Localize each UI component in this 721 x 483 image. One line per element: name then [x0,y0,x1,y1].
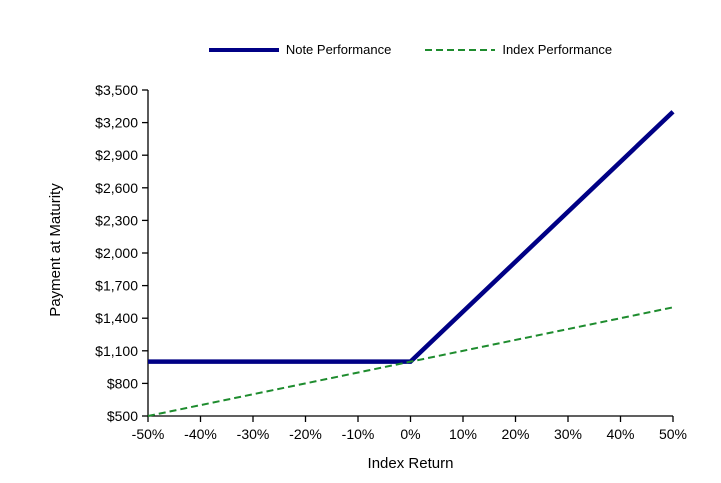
y-tick-label: $2,600 [95,180,138,196]
x-tick-label: -30% [237,426,270,442]
index-performance-line [147,306,674,417]
solid-line-swatch-icon [208,47,279,52]
y-tick-label: $2,300 [95,212,138,228]
y-tick-label: $1,400 [95,310,138,326]
legend-label-note-performance: Note Performance [285,42,392,57]
y-tick-label: $2,000 [95,245,138,261]
y-tick-label: $1,700 [95,278,138,294]
y-axis-title: Payment at Maturity [47,183,64,317]
legend-label-index-performance: Index Performance [502,42,613,57]
x-tick-label: 40% [606,426,634,442]
x-tick-label: 30% [554,426,582,442]
x-tick-label: 0% [400,426,420,442]
legend-item-index-performance: Index Performance [425,42,612,57]
x-tick-label: -20% [289,426,322,442]
x-tick-label: 20% [501,426,529,442]
x-tick-label: -40% [184,426,217,442]
x-tick-label: -10% [342,426,375,442]
legend-item-note-performance: Note Performance [208,42,392,57]
y-tick-label: $800 [107,375,138,391]
y-tick-label: $3,200 [95,115,138,131]
y-tick-label: $3,500 [95,82,138,98]
x-tick-label: 10% [449,426,477,442]
y-tick-label: $2,900 [95,147,138,163]
x-tick-label: -50% [132,426,165,442]
x-tick-label: 50% [659,426,687,442]
y-tick-label: $500 [107,408,138,424]
x-axis-title: Index Return [368,455,454,472]
y-tick-label: $1,100 [95,343,138,359]
chart-legend: Note Performance Index Performance [50,42,721,57]
dashed-line-swatch-icon [425,48,496,51]
